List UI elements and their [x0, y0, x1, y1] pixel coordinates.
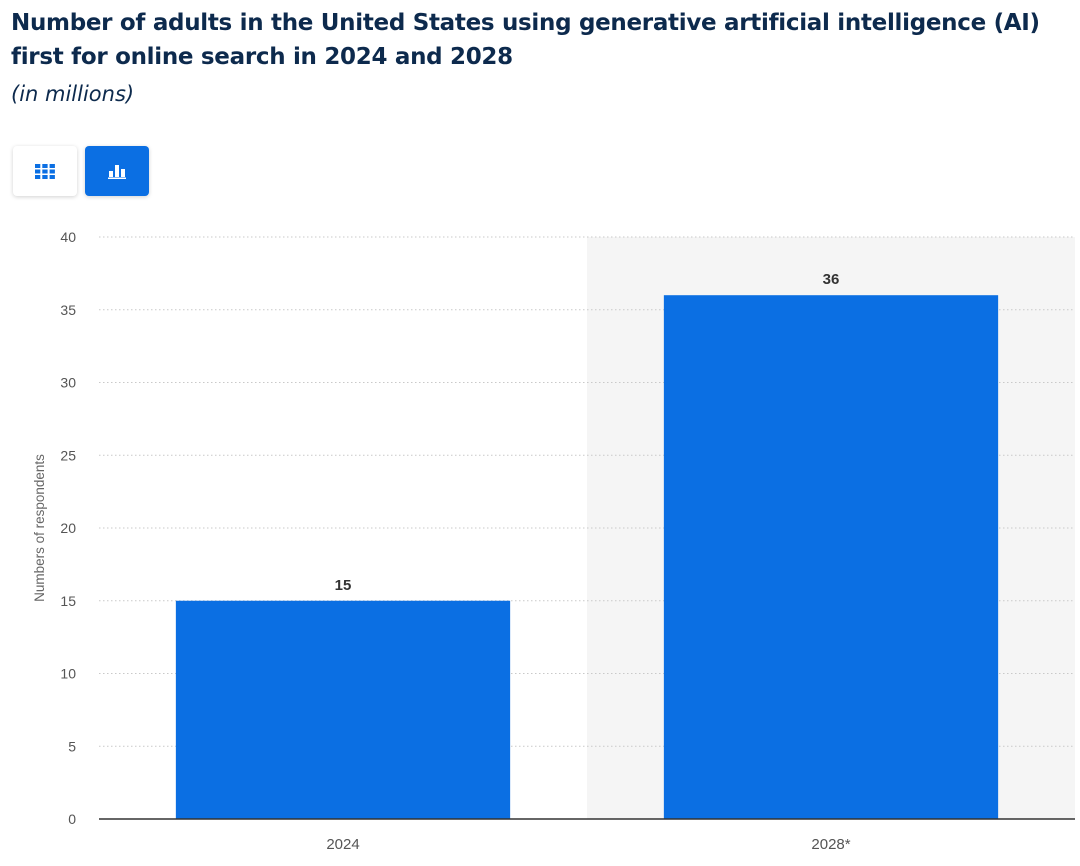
table-view-button[interactable]: [13, 146, 77, 196]
y-tick-label: 35: [60, 302, 76, 318]
bar-chart-icon: [108, 165, 126, 179]
data-label: 15: [335, 577, 352, 594]
bar: [175, 600, 511, 819]
y-tick-label: 15: [60, 593, 76, 609]
y-tick-label: 5: [68, 738, 76, 754]
bar: [663, 295, 999, 819]
y-tick-label: 10: [60, 666, 76, 682]
bar-chart-view-button[interactable]: [85, 146, 149, 196]
table-grid-icon: [35, 163, 55, 179]
chart-subtitle: (in millions): [11, 82, 135, 106]
x-tick-label: 2024: [326, 836, 359, 853]
x-tick-label: 2028*: [811, 836, 850, 853]
y-axis-label: Numbers of respondents: [32, 454, 47, 602]
y-tick-label: 20: [60, 520, 76, 536]
y-tick-label: 25: [60, 447, 76, 463]
data-label: 36: [823, 271, 840, 288]
y-tick-label: 30: [60, 375, 76, 391]
chart-title: Number of adults in the United States us…: [11, 10, 1040, 70]
chart-area: 0 5 10 15 20 25 30 35 40 Numbers of respondents 15…: [0, 222, 1080, 861]
y-tick-label: 40: [60, 229, 76, 245]
y-tick-label: 0: [68, 811, 76, 827]
bar-chart: 0 5 10 15 20 25 30 35 40 Numbers of respondents 15…: [32, 229, 1075, 853]
